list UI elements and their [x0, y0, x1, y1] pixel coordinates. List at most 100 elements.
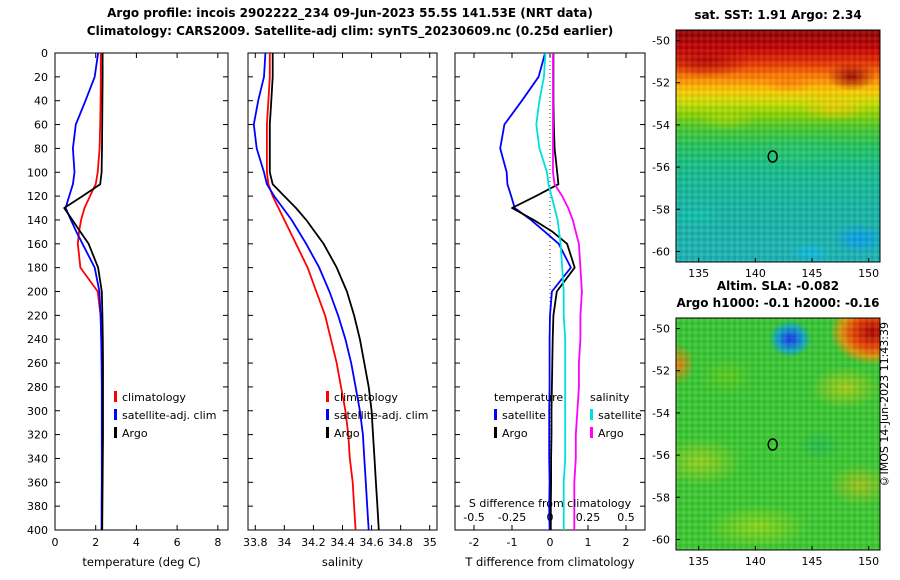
legend-label: satellite [598, 409, 642, 422]
argo-salinity-line-sample [590, 427, 593, 438]
climatology-line-sample [114, 391, 117, 402]
depth-tick-label: 20 [34, 71, 48, 84]
lat-tick-label: -56 [652, 161, 670, 174]
depth-tick-label: 200 [27, 286, 48, 299]
depth-tick-label: 120 [27, 190, 48, 203]
legend-item-climatology: climatology [114, 389, 216, 407]
x-tick-label: 35 [423, 536, 437, 549]
satellite-line-sample [494, 409, 497, 420]
s-tick-label: 0 [547, 511, 554, 524]
lat-tick-label: -52 [652, 365, 670, 378]
depth-tick-label: 0 [41, 47, 48, 60]
diff-salinity-legend-header: salinity [590, 391, 630, 404]
satellite-adj.-clim-line [252, 52, 370, 531]
depth-tick-label: 260 [27, 357, 48, 370]
s-tick-label: 0.5 [617, 511, 635, 524]
legend-label: satellite [502, 409, 546, 422]
lat-tick-label: -60 [652, 245, 670, 258]
x-tick-label: 33.8 [243, 536, 268, 549]
x-tick-label: 2 [623, 536, 630, 549]
temp-legend: climatology satellite-adj. clim Argo [114, 389, 216, 443]
lat-tick-label: -52 [652, 77, 670, 90]
satellite-clim-line-sample [326, 409, 329, 420]
Argo-line [268, 53, 380, 531]
legend-item-satellite-adj-clim: satellite-adj. clim [114, 407, 216, 425]
lat-tick-label: -56 [652, 449, 670, 462]
depth-tick-label: 160 [27, 238, 48, 251]
sst-map [676, 30, 880, 262]
depth-tick-label: 140 [27, 214, 48, 227]
legend-item-argo: Argo [114, 425, 216, 443]
legend-label: climatology [334, 391, 398, 404]
diff-salinity-legend: salinity satellite Argo [590, 389, 642, 443]
climatology-line-sample [326, 391, 329, 402]
legend-item-satellite: satellite [494, 407, 563, 425]
x-tick-label: 2 [92, 536, 99, 549]
x-tick-label: 0 [52, 536, 59, 549]
Argo-line [63, 53, 104, 531]
legend-label: Argo [598, 427, 624, 440]
lat-tick-label: -58 [652, 203, 670, 216]
sla-map [676, 318, 880, 550]
x-tick-label: 8 [214, 536, 221, 549]
imos-watermark: ©IMOS 14-Jun-2023 11:43:39 [878, 322, 891, 488]
x-tick-label: -1 [507, 536, 518, 549]
x-tick-label: 34.6 [359, 536, 384, 549]
depth-tick-label: 340 [27, 452, 48, 465]
lon-tick-label: 150 [858, 555, 879, 568]
depth-tick-label: 300 [27, 405, 48, 418]
argo-line-sample [114, 427, 117, 438]
t-diff-axis-label: T difference from climatology [465, 555, 635, 569]
axes-box [454, 52, 646, 531]
lat-tick-label: -54 [652, 407, 670, 420]
diff-temp-legend: temperature satellite Argo [494, 389, 563, 443]
salinity-axis-label: salinity [321, 555, 364, 569]
climatology-line [265, 53, 357, 531]
depth-tick-label: 80 [34, 142, 48, 155]
climatology-line [76, 53, 104, 531]
x-tick-label: 34.4 [330, 536, 355, 549]
depth-tick-label: 40 [34, 95, 48, 108]
legend-item-satellite: satellite [590, 407, 642, 425]
diff-temp-legend-header: temperature [494, 391, 564, 404]
x-tick-label: 1 [585, 536, 592, 549]
s-tick-label: -0.25 [498, 511, 526, 524]
x-tick-label: -2 [469, 536, 480, 549]
depth-tick-label: 180 [27, 262, 48, 275]
legend-item-climatology: climatology [326, 389, 428, 407]
satellite-clim-line-sample [114, 409, 117, 420]
lat-tick-label: -60 [652, 533, 670, 546]
depth-tick-label: 240 [27, 333, 48, 346]
depth-tick-label: 400 [27, 524, 48, 537]
argo-line-sample [494, 427, 497, 438]
s-diff-axis-label: S difference from climatology [468, 497, 632, 510]
legend-label: Argo [334, 427, 360, 440]
legend-label: satellite-adj. clim [334, 409, 429, 422]
lat-tick-label: -58 [652, 491, 670, 504]
satellite-adj.-clim-line [64, 52, 103, 530]
temp-axis-label: temperature (deg C) [82, 555, 201, 569]
sla-map-title-line1: Altim. SLA: -0.082 [716, 279, 840, 293]
sla-map-title-line2: Argo h1000: -0.1 h2000: -0.16 [676, 296, 880, 310]
legend-item-argo: Argo [326, 425, 428, 443]
lon-tick-label: 140 [745, 555, 766, 568]
lon-tick-label: 145 [802, 555, 823, 568]
salinity-satellite-line [535, 52, 567, 530]
x-tick-label: 0 [547, 536, 554, 549]
figure-title-line1: Argo profile: incois 2902222_234 09-Jun-… [107, 6, 593, 20]
lon-tick-label: 135 [688, 555, 709, 568]
satellite-salinity-line-sample [590, 409, 593, 420]
x-tick-label: 34.2 [301, 536, 326, 549]
temperature-Argo-line [511, 53, 576, 530]
x-tick-label: 34.8 [388, 536, 413, 549]
figure-title-line2: Climatology: CARS2009. Satellite-adj cli… [86, 24, 614, 38]
s-tick-label: -0.5 [463, 511, 484, 524]
depth-tick-label: 380 [27, 500, 48, 513]
depth-tick-label: 360 [27, 476, 48, 489]
x-tick-label: 34 [277, 536, 291, 549]
temperature-satellite-line [499, 52, 572, 531]
depth-tick-label: 60 [34, 119, 48, 132]
salinity-legend: climatology satellite-adj. clim Argo [326, 389, 428, 443]
depth-tick-label: 280 [27, 381, 48, 394]
